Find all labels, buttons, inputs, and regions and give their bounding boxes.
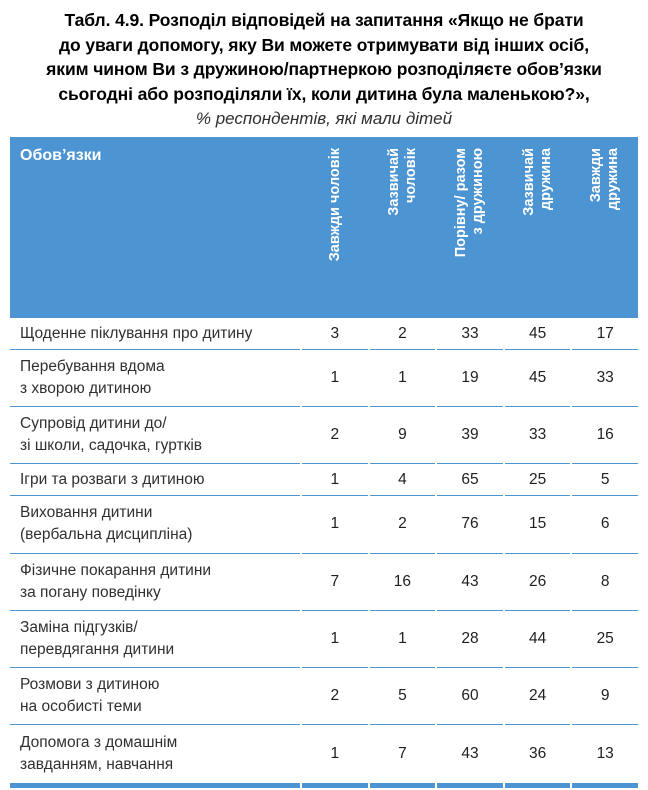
table-row: Розмови з дитиною на особисті теми 2 5 6…: [10, 668, 638, 726]
table-row: Виховання дитини (вербальна дисципліна) …: [10, 496, 638, 554]
row-value: 1: [369, 611, 436, 668]
row-label: Ігри та розваги з дитиною: [10, 464, 300, 497]
row-label: Виховання дитини (вербальна дисципліна): [10, 496, 300, 554]
row-value: 2: [302, 407, 368, 465]
bottom-edge-segment: [302, 783, 368, 789]
row-value: 33: [504, 407, 571, 465]
row-value: 6: [572, 496, 638, 554]
row-value: 15: [504, 496, 571, 554]
row-value: 44: [504, 611, 571, 668]
row-label: Супровід дитини до/ зі школи, садочка, г…: [10, 407, 300, 465]
row-value: 76: [437, 496, 503, 554]
table-header-row: Обов’язки Завжди чоловік Зазвичай чолові…: [10, 137, 638, 318]
header-col-usually-husband: Зазвичай чоловік: [370, 137, 436, 318]
row-value: 60: [437, 668, 503, 726]
row-value: 25: [572, 611, 638, 668]
row-value: 16: [572, 407, 638, 465]
bottom-edge-segment: [369, 783, 436, 789]
row-value: 33: [572, 350, 638, 408]
bottom-edge-segment: [437, 783, 503, 789]
row-value: 1: [302, 464, 368, 497]
row-value: 28: [437, 611, 503, 668]
bottom-edge-segment: [504, 783, 571, 789]
row-value: 9: [369, 407, 436, 465]
table-caption: Табл. 4.9. Розподіл відповідей на запита…: [46, 10, 602, 104]
row-label: Перебування вдома з хворою дитиною: [10, 350, 300, 408]
row-value: 65: [437, 464, 503, 497]
row-label: Фізичне покарання дитини за погану повед…: [10, 554, 300, 611]
row-value: 17: [572, 318, 638, 350]
row-value: 8: [572, 554, 638, 611]
row-value: 1: [302, 496, 368, 554]
row-value: 7: [302, 554, 368, 611]
table-row: Супровід дитини до/ зі школи, садочка, г…: [10, 407, 638, 465]
row-value: 2: [369, 496, 436, 554]
bottom-edge-segment: [10, 783, 300, 789]
title-block: Табл. 4.9. Розподіл відповідей на запита…: [0, 0, 648, 131]
header-col-usually-wife: Зазвичай дружина: [505, 137, 571, 318]
row-value: 33: [437, 318, 503, 350]
row-value: 2: [369, 318, 436, 350]
row-value: 36: [528, 744, 547, 762]
row-value: 1: [302, 350, 368, 408]
row-value: 25: [504, 464, 571, 497]
table-row: Фізичне покарання дитини за погану повед…: [10, 554, 638, 611]
header-col-equally-with-wife-label: Порівну/ разом з дружиною: [453, 148, 487, 258]
row-value: 1: [330, 744, 340, 762]
data-table: Обов’язки Завжди чоловік Зазвичай чолові…: [10, 137, 638, 789]
row-value: 24: [504, 668, 571, 726]
row-value: 9: [572, 668, 638, 726]
row-value: 45: [504, 350, 571, 408]
row-value: 45: [504, 318, 571, 350]
table-row: Перебування вдома з хворою дитиною 1 1 1…: [10, 350, 638, 408]
table-bottom-edge: [10, 783, 638, 789]
row-value: 4: [369, 464, 436, 497]
row-value: 26: [504, 554, 571, 611]
row-value: 19: [437, 350, 503, 408]
header-col-equally-with-wife: Порівну/ разом з дружиною: [437, 137, 503, 318]
header-duties: Обов’язки: [20, 147, 102, 164]
row-value: 43: [437, 554, 503, 611]
row-value: 16: [369, 554, 436, 611]
header-col-always-wife-label: Завжди дружина: [588, 148, 622, 211]
row-value: 1: [369, 350, 436, 408]
table-row: Щоденне піклування про дитину 3 2 33 45 …: [10, 318, 638, 350]
header-col-always-wife: Завжди дружина: [572, 137, 638, 318]
row-value: 43: [461, 744, 479, 762]
header-col-always-husband-label: Завжди чоловік: [326, 148, 343, 262]
table-row: Заміна підгузків/ перевдягання дитини 1 …: [10, 611, 638, 668]
row-value: 5: [369, 668, 436, 726]
row-value: 5: [572, 464, 638, 497]
row-value: 3: [302, 318, 368, 350]
table-caption-subtitle: % респондентів, які мали дітей: [195, 109, 453, 128]
header-col-usually-husband-label: Зазвичай чоловік: [385, 148, 419, 216]
header-col-always-husband: Завжди чоловік: [302, 137, 368, 318]
table-row: Допомога з домашнім завданням, навчання …: [10, 725, 638, 782]
row-value: 7: [398, 744, 407, 762]
bottom-edge-segment: [572, 783, 638, 789]
row-value: 2: [302, 668, 368, 726]
header-col-usually-wife-label: Зазвичай дружина: [520, 148, 554, 216]
row-label: Допомога з домашнім завданням, навчання: [20, 733, 178, 773]
row-label: Заміна підгузків/ перевдягання дитини: [10, 611, 300, 668]
row-value: 1: [302, 611, 368, 668]
row-label: Щоденне піклування про дитину: [10, 318, 300, 350]
table-row: Ігри та розваги з дитиною 1 4 65 25 5: [10, 464, 638, 497]
row-value: 13: [596, 744, 614, 762]
row-label: Розмови з дитиною на особисті теми: [10, 668, 300, 726]
row-value: 39: [437, 407, 503, 465]
